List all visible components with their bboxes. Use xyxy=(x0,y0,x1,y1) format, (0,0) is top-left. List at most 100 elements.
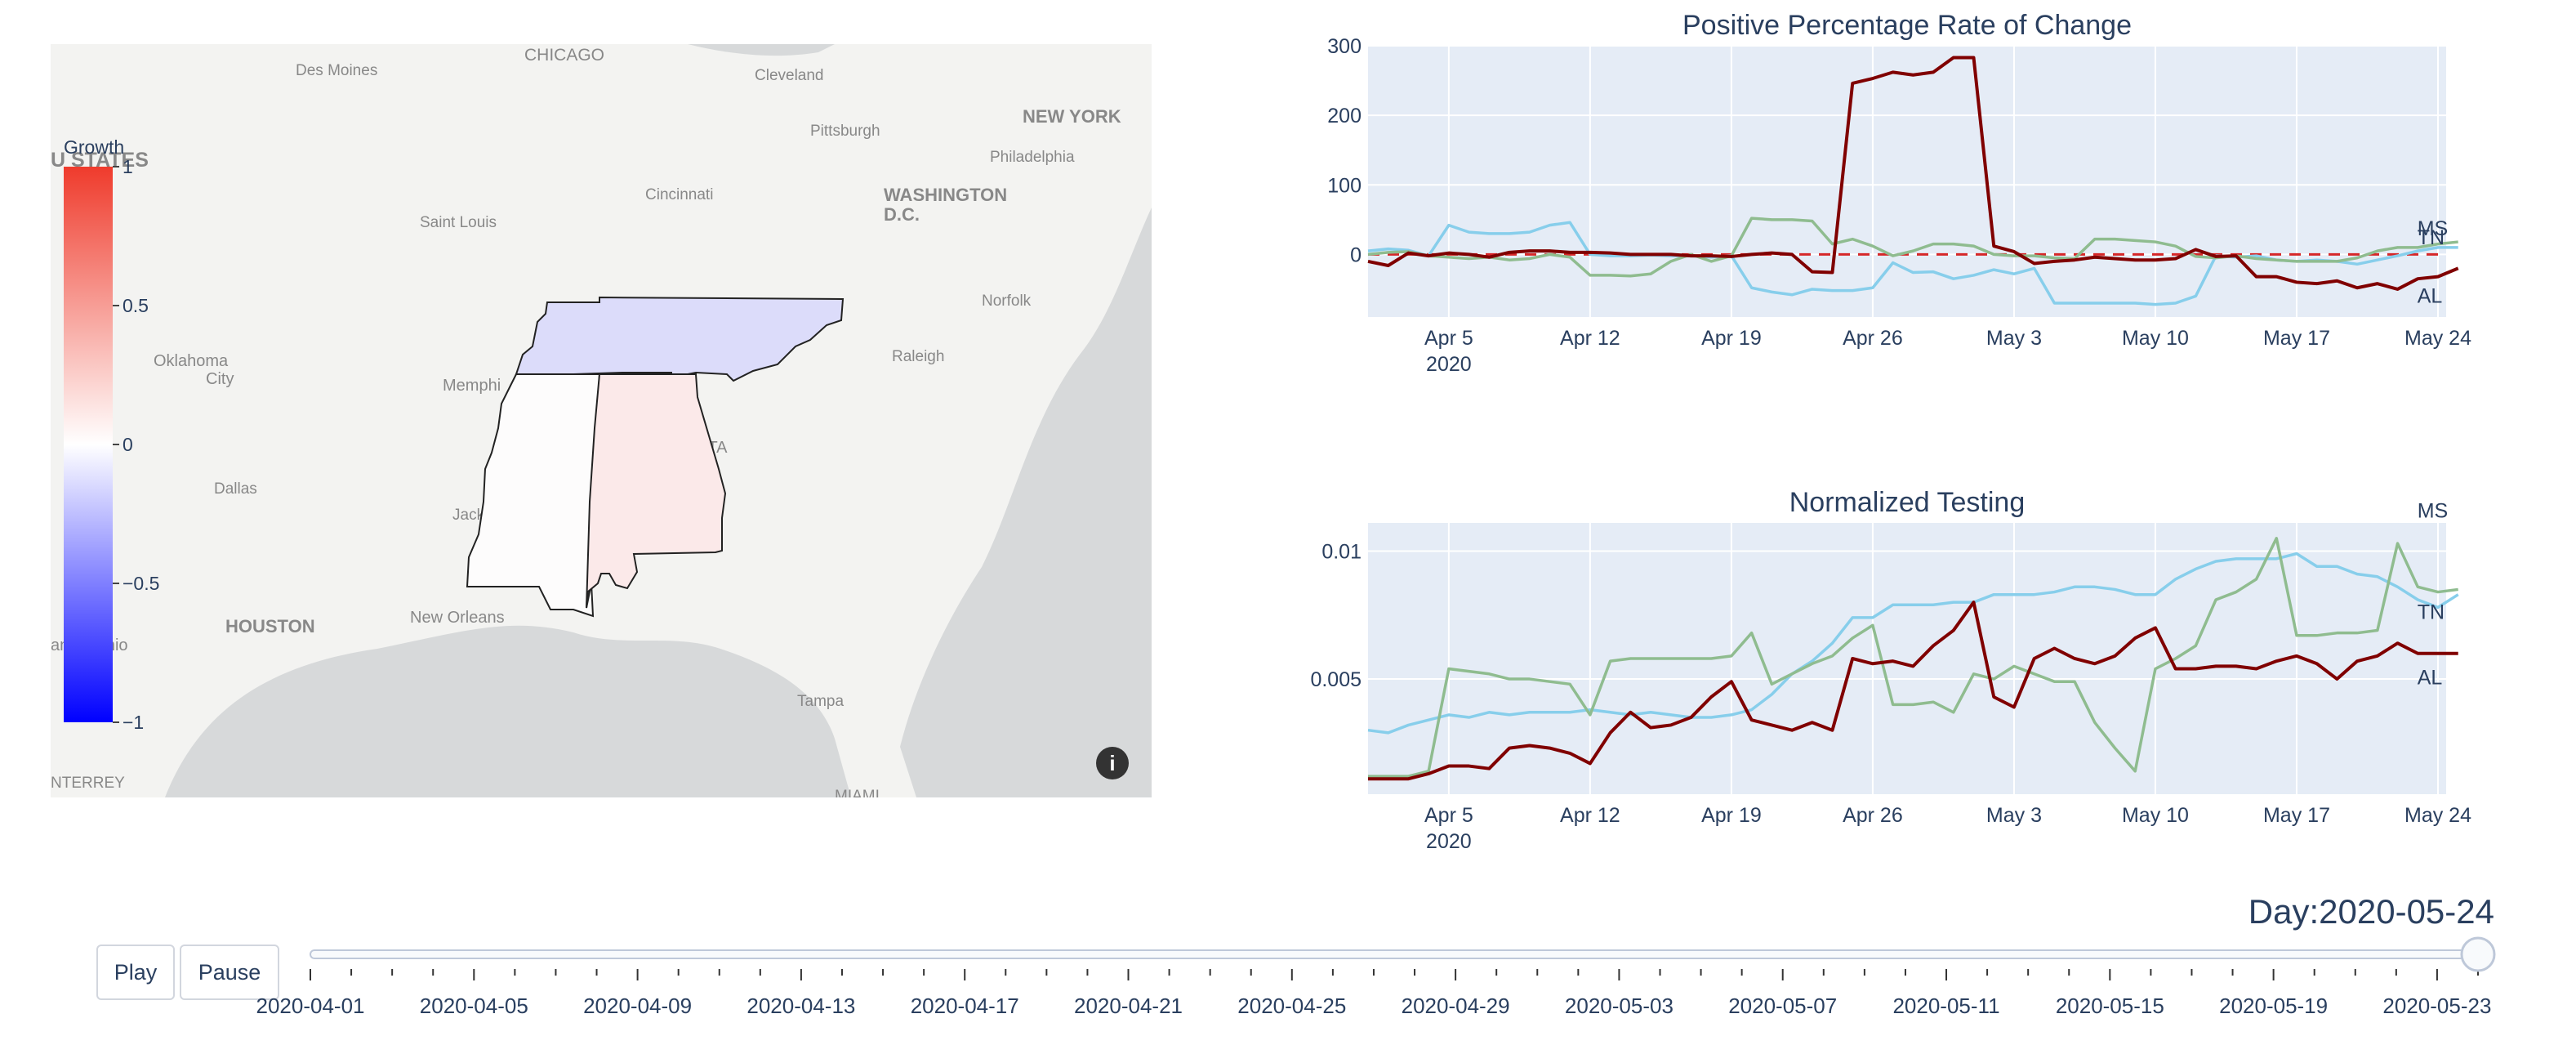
current-day-prefix: Day: xyxy=(2248,892,2320,931)
svg-text:i: i xyxy=(1109,751,1115,775)
series-line-al[interactable] xyxy=(1367,56,2459,291)
current-day-value: 2020-05-24 xyxy=(2319,892,2494,931)
state-alabama[interactable] xyxy=(586,373,727,609)
city-label: Norfolk xyxy=(982,293,1032,310)
x-tick-label: Apr 5 xyxy=(1424,804,1473,827)
x-tick-label: May 17 xyxy=(2263,804,2330,827)
series-end-label: AL xyxy=(2418,284,2443,307)
slider-label[interactable]: 2020-04-21 xyxy=(1074,994,1183,1018)
chart-title: Normalized Testing xyxy=(1789,487,2026,518)
y-tick-label: 300 xyxy=(1327,35,1362,58)
x-tick-year: 2020 xyxy=(1426,830,1472,853)
city-label: Oklahoma xyxy=(154,352,229,370)
x-tick-label: Apr 19 xyxy=(1701,804,1762,827)
x-tick-label: May 17 xyxy=(2263,327,2330,350)
colorbar-tick-label: −0.5 xyxy=(123,573,159,594)
colorbar-title: Growth xyxy=(64,136,124,158)
x-tick-label: Apr 19 xyxy=(1701,327,1762,350)
slider-label[interactable]: 2020-04-13 xyxy=(747,994,855,1018)
city-label: Des Moines xyxy=(296,62,377,79)
colorbar-tick-label: 1 xyxy=(123,156,133,177)
city-label: Tampa xyxy=(797,693,844,710)
slider-label[interactable]: 2020-05-19 xyxy=(2219,994,2328,1018)
x-tick-label: May 24 xyxy=(2404,804,2471,827)
x-tick-year: 2020 xyxy=(1426,353,1472,376)
y-tick-label: 200 xyxy=(1327,105,1362,127)
positive-rate-chart-svg[interactable]: Positive Percentage Rate of Change Apr 5 A… xyxy=(1307,0,2532,376)
x-tick-label: May 24 xyxy=(2404,327,2471,350)
normalized-testing-chart[interactable]: Normalized Testing Apr 5 Apr 12 Apr 19 Apr 2… xyxy=(1307,477,2532,857)
city-label: Dallas xyxy=(214,480,257,498)
city-label: Raleigh xyxy=(892,348,944,365)
city-label: Memphi xyxy=(443,377,501,395)
series-end-label: TN xyxy=(2418,226,2445,249)
city-label: NTERREY xyxy=(51,775,125,792)
x-tick-label: Apr 26 xyxy=(1843,804,1903,827)
slider-label[interactable]: 2020-05-11 xyxy=(1892,994,1999,1018)
plot-area xyxy=(1368,46,2446,317)
lake-erie xyxy=(688,44,835,56)
series-line-ms[interactable] xyxy=(1368,537,2458,778)
city-label: Cleveland xyxy=(755,67,824,84)
y-tick-label: 100 xyxy=(1327,174,1362,197)
slider-handle[interactable] xyxy=(2460,936,2496,972)
slider-label[interactable]: 2020-04-29 xyxy=(1402,994,1510,1018)
atlantic-ocean xyxy=(900,208,1152,797)
chart-title: Positive Percentage Rate of Change xyxy=(1682,10,2132,41)
x-tick-label: May 3 xyxy=(1986,804,2042,827)
series-line-al[interactable] xyxy=(1368,601,2458,781)
y-tick-label: 0 xyxy=(1350,243,1362,266)
current-day-label: Day:2020-05-24 xyxy=(2248,892,2494,931)
choropleth-map[interactable]: Des Moines CHICAGO Cleveland NEW YORK Pittsb… xyxy=(51,44,1152,805)
series-end-label: TN xyxy=(2418,601,2445,624)
series-line-tn[interactable] xyxy=(1367,552,2459,735)
normalized-testing-chart-svg[interactable]: Normalized Testing Apr 5 Apr 12 Apr 19 Apr 2… xyxy=(1307,477,2532,853)
series-end-label: AL xyxy=(2418,667,2443,690)
slider-rail[interactable] xyxy=(310,949,2479,959)
x-tick-label: Apr 12 xyxy=(1560,804,1620,827)
city-label: WASHINGTON xyxy=(884,185,1007,205)
series-end-label: MS xyxy=(2418,499,2449,522)
colorbar-tick-label: 0 xyxy=(123,434,133,455)
animation-controls: Play Pause Day:2020-05-24 2020-04-01 2020… xyxy=(0,874,2576,1054)
city-label: Pittsburgh xyxy=(810,123,880,140)
info-icon[interactable]: i xyxy=(1096,747,1129,779)
city-label: Jack xyxy=(452,507,485,524)
gulf-of-mexico xyxy=(165,625,851,797)
x-tick-label: Apr 26 xyxy=(1843,327,1903,350)
y-tick-label: 0.005 xyxy=(1310,668,1362,691)
series-line-ms[interactable] xyxy=(1367,217,2458,278)
positive-rate-chart[interactable]: Positive Percentage Rate of Change Apr 5 A… xyxy=(1307,0,2532,380)
x-tick-label: Apr 5 xyxy=(1424,327,1473,350)
florida xyxy=(835,698,884,797)
city-label: Cincinnati xyxy=(645,186,713,203)
slider-label[interactable]: 2020-04-01 xyxy=(256,994,365,1018)
city-label: New Orleans xyxy=(410,609,505,627)
x-tick-label: May 10 xyxy=(2122,804,2189,827)
slider-label[interactable]: 2020-05-23 xyxy=(2382,994,2491,1018)
play-button[interactable]: Play xyxy=(96,945,175,1000)
colorbar xyxy=(64,167,113,722)
y-tick-label: 0.01 xyxy=(1321,540,1362,563)
slider-label[interactable]: 2020-04-09 xyxy=(583,994,692,1018)
pause-button[interactable]: Pause xyxy=(180,945,279,1000)
city-label: CHICAGO xyxy=(524,46,604,65)
colorbar-tick-label: −1 xyxy=(123,712,144,733)
city-label: City xyxy=(206,370,234,388)
slider-label[interactable]: 2020-04-05 xyxy=(420,994,528,1018)
slider-label[interactable]: 2020-05-15 xyxy=(2056,994,2164,1018)
map-canvas[interactable]: Des Moines CHICAGO Cleveland NEW YORK Pittsb… xyxy=(51,44,1152,805)
city-label: MIAMI xyxy=(835,788,880,797)
city-label: NEW YORK xyxy=(1023,106,1121,127)
date-slider[interactable]: 2020-04-01 2020-04-05 2020-04-09 2020-04-13… xyxy=(0,874,2576,1054)
slider-label[interactable]: 2020-04-25 xyxy=(1237,994,1346,1018)
series-end-label: MS xyxy=(2418,217,2449,240)
colorbar-ticks: 1 0.5 0 −0.5 −1 xyxy=(113,156,159,733)
x-tick-label: May 10 xyxy=(2122,327,2189,350)
state-tennessee[interactable] xyxy=(515,296,845,382)
x-tick-label: May 3 xyxy=(1986,327,2042,350)
slider-label[interactable]: 2020-04-17 xyxy=(911,994,1019,1018)
slider-label[interactable]: 2020-05-07 xyxy=(1728,994,1837,1018)
slider-label[interactable]: 2020-05-03 xyxy=(1565,994,1674,1018)
city-label: Saint Louis xyxy=(420,214,497,231)
